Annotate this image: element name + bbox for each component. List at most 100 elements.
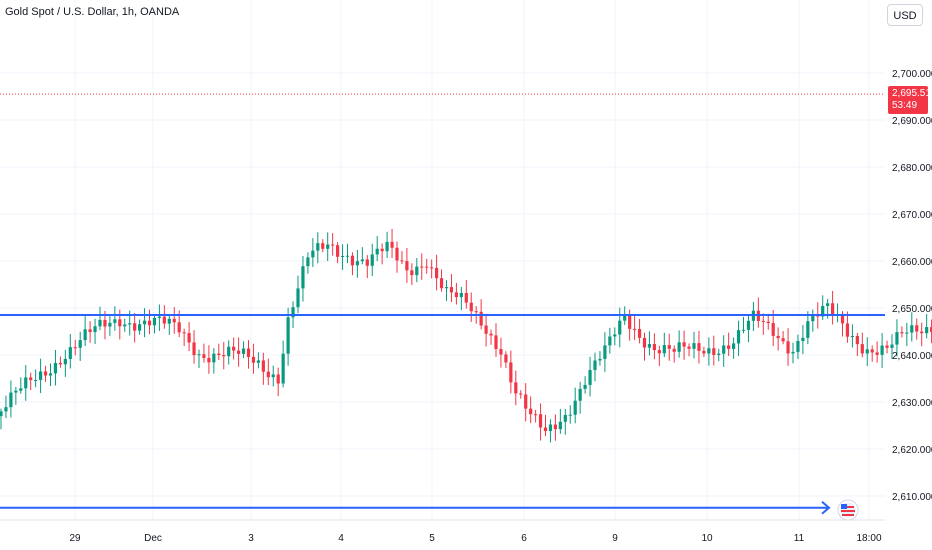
- candle-body: [623, 315, 627, 321]
- candle-body: [796, 340, 800, 352]
- candle-body: [187, 333, 191, 343]
- candle-body: [24, 377, 28, 389]
- x-tick-label: 29: [69, 533, 81, 544]
- candle-body: [732, 343, 736, 349]
- candle-body: [469, 302, 473, 312]
- candle-body: [831, 303, 835, 315]
- candle-body: [806, 321, 810, 338]
- candle-body: [717, 353, 721, 355]
- candle-body: [558, 421, 562, 430]
- candle-body: [573, 400, 577, 415]
- candle-body: [652, 344, 656, 351]
- candle-body: [385, 241, 389, 252]
- candle-body: [108, 322, 112, 327]
- candle-body: [529, 408, 533, 415]
- candle-body: [4, 407, 8, 412]
- grid-lines: [0, 0, 885, 520]
- candle-body: [895, 332, 899, 345]
- candle-body: [331, 244, 335, 246]
- y-tick-label: 2,680.000: [892, 163, 932, 174]
- candle-body: [395, 247, 399, 261]
- candle-body: [741, 329, 746, 331]
- x-tick-label: 4: [338, 533, 344, 544]
- candle-body: [449, 287, 454, 293]
- candle-body: [880, 345, 884, 355]
- candle-body: [885, 345, 889, 348]
- candle-body: [494, 335, 498, 350]
- time-axis[interactable]: 29 Dec 3 4 5 6 9 10 11 18:00: [0, 519, 885, 544]
- candle-body: [910, 325, 914, 333]
- chart-overlays: [0, 93, 885, 515]
- candle-body: [791, 351, 795, 354]
- candle-body: [390, 241, 394, 248]
- candle-body: [519, 393, 523, 395]
- chart-title: Gold Spot / U.S. Dollar, 1h, OANDA: [5, 6, 180, 18]
- candle-body: [113, 319, 117, 323]
- candle-body: [405, 261, 409, 271]
- y-tick-label: 2,630.000: [892, 398, 932, 409]
- us-flag-icon[interactable]: [837, 499, 859, 521]
- candle-body: [241, 348, 246, 354]
- x-tick-label: 5: [429, 533, 435, 544]
- candle-body: [746, 320, 751, 330]
- candle-body: [281, 353, 285, 384]
- candle-body: [83, 329, 87, 341]
- candle-body: [276, 374, 280, 384]
- candle-body: [34, 379, 38, 381]
- candle-body: [736, 330, 741, 344]
- candle-body: [316, 243, 320, 251]
- candle-body: [781, 338, 785, 342]
- candle-body: [811, 314, 815, 322]
- candle-body: [103, 319, 107, 327]
- candle-body: [138, 324, 142, 331]
- candle-body: [474, 311, 478, 313]
- x-tick-label: 18:00: [856, 533, 881, 544]
- candle-body: [360, 259, 364, 262]
- current-price-label: 2,695.515: [892, 88, 932, 99]
- candle-body: [197, 354, 201, 356]
- candle-body: [618, 320, 622, 335]
- candle-body: [78, 340, 82, 348]
- candle-body: [326, 244, 330, 249]
- candle-body: [246, 348, 251, 357]
- bar-countdown-label: 53:49: [892, 100, 918, 111]
- candle-body: [509, 362, 513, 383]
- candle-body: [479, 311, 483, 326]
- flag-stripe: [842, 506, 854, 508]
- candle-body: [826, 303, 830, 306]
- candle-body: [593, 360, 597, 371]
- candle-body: [697, 343, 701, 351]
- candle-body: [301, 266, 305, 289]
- x-tick-label: 11: [794, 533, 805, 544]
- candle-body: [0, 411, 3, 417]
- candle-body: [88, 329, 92, 333]
- price-axis[interactable]: 2,610.000 2,620.000 2,630.000 2,640.000 2,65…: [892, 69, 932, 503]
- candle-body: [667, 345, 671, 349]
- candle-body: [128, 323, 132, 325]
- candle-body: [345, 255, 350, 257]
- y-tick-label: 2,690.000: [892, 116, 932, 127]
- candle-body: [633, 328, 637, 330]
- candle-body: [845, 323, 850, 337]
- candle-body: [311, 250, 315, 258]
- candle-body: [776, 335, 780, 339]
- y-tick-label: 2,650.000: [892, 304, 932, 315]
- currency-button[interactable]: USD: [887, 4, 923, 26]
- candle-body: [182, 332, 186, 334]
- candle-body: [53, 362, 58, 374]
- y-tick-label: 2,670.000: [892, 210, 932, 221]
- candle-body: [850, 336, 854, 338]
- candle-body: [192, 342, 196, 356]
- candle-body: [202, 354, 206, 358]
- candle-body: [400, 260, 404, 262]
- candle-body: [692, 343, 696, 349]
- x-tick-label: 10: [701, 533, 713, 544]
- candle-body: [420, 266, 424, 268]
- candle-body: [930, 327, 932, 332]
- flag-canton: [841, 504, 847, 509]
- candle-body: [821, 305, 825, 317]
- y-tick-label: 2,660.000: [892, 257, 932, 268]
- candle-body: [890, 344, 894, 348]
- candle-body: [271, 374, 275, 378]
